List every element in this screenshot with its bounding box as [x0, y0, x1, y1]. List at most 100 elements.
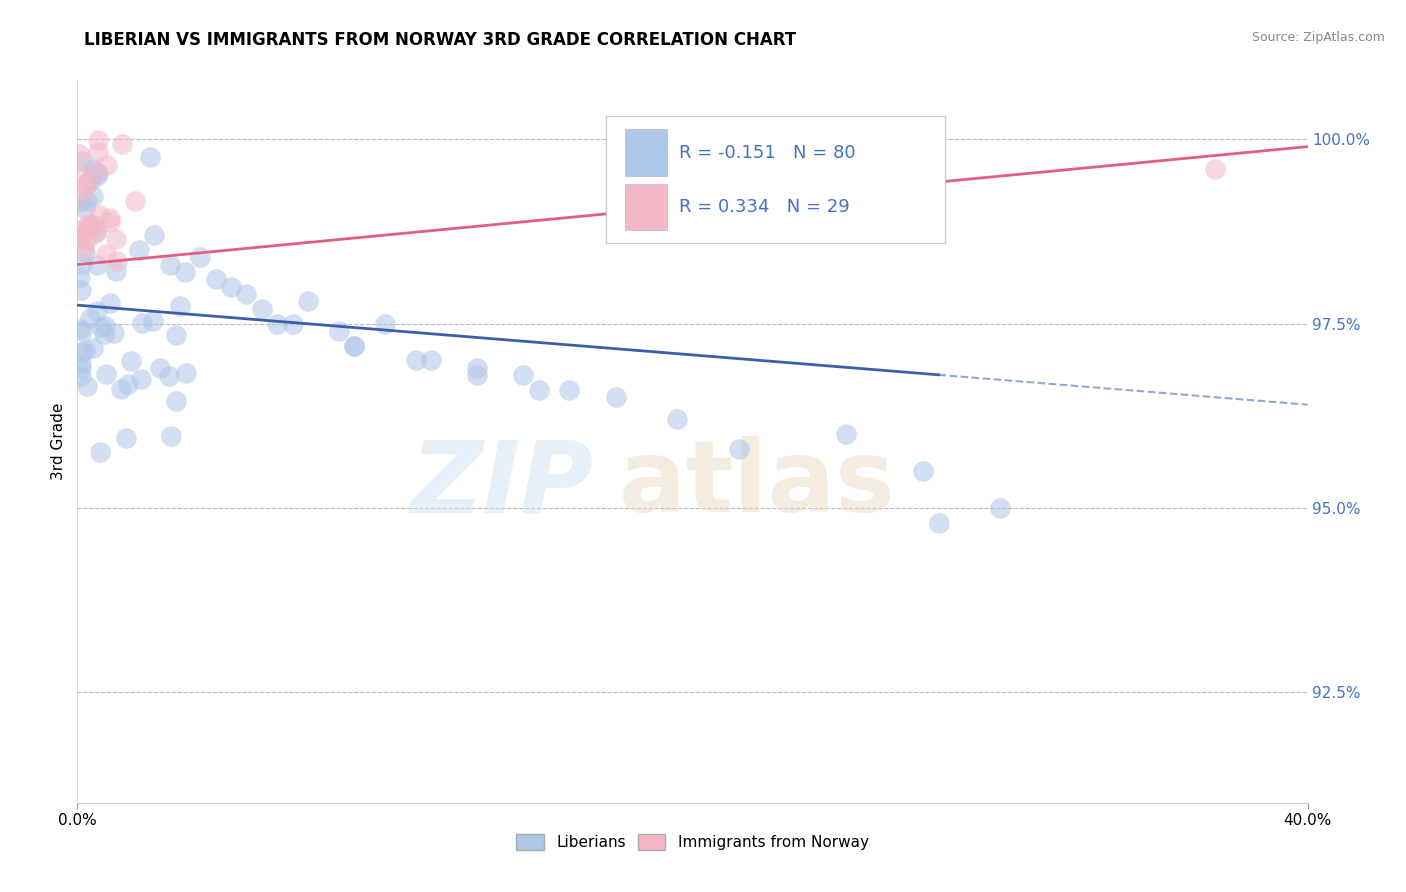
Text: atlas: atlas: [619, 436, 896, 533]
Point: [117, 376, 139, 391]
Point: [1204, 161, 1226, 176]
Point: [69, 269, 91, 284]
Point: [94, 318, 117, 333]
Point: [512, 368, 534, 383]
Point: [79, 172, 101, 186]
Point: [69, 368, 91, 383]
Point: [343, 339, 366, 353]
Point: [89, 445, 111, 459]
Text: LIBERIAN VS IMMIGRANTS FROM NORWAY 3RD GRADE CORRELATION CHART: LIBERIAN VS IMMIGRANTS FROM NORWAY 3RD G…: [84, 31, 796, 49]
Point: [131, 316, 153, 330]
Point: [70, 345, 93, 359]
Text: ZIP: ZIP: [411, 436, 595, 533]
Point: [73, 343, 96, 357]
Point: [70, 283, 93, 297]
Point: [76, 194, 98, 208]
Point: [169, 299, 191, 313]
Point: [235, 287, 257, 301]
Point: [86, 224, 108, 238]
Point: [131, 372, 153, 386]
Point: [90, 320, 112, 334]
Point: [159, 258, 181, 272]
Point: [80, 218, 103, 232]
Point: [100, 295, 122, 310]
Point: [835, 427, 858, 442]
Point: [103, 326, 125, 340]
Point: [82, 188, 104, 202]
Point: [465, 360, 488, 375]
Point: [835, 206, 858, 220]
Point: [165, 328, 187, 343]
Point: [558, 383, 581, 397]
Point: [69, 195, 91, 210]
Text: R = -0.151   N = 80: R = -0.151 N = 80: [679, 144, 855, 161]
Point: [67, 223, 90, 237]
Point: [86, 166, 108, 180]
Point: [70, 167, 93, 181]
Point: [72, 186, 94, 201]
Point: [405, 353, 427, 368]
Point: [79, 311, 101, 326]
Point: [204, 272, 226, 286]
Point: [67, 146, 90, 161]
Text: R = 0.334   N = 29: R = 0.334 N = 29: [679, 198, 849, 216]
Point: [157, 369, 180, 384]
Point: [605, 390, 627, 404]
Point: [94, 246, 117, 260]
Point: [70, 324, 93, 338]
Point: [98, 215, 121, 229]
Point: [727, 442, 749, 456]
Text: Source: ZipAtlas.com: Source: ZipAtlas.com: [1251, 31, 1385, 45]
Point: [104, 264, 127, 278]
Point: [67, 232, 90, 246]
Point: [73, 244, 96, 259]
Point: [70, 154, 93, 169]
Y-axis label: 3rd Grade: 3rd Grade: [51, 403, 66, 480]
Point: [465, 368, 488, 383]
Point: [75, 234, 97, 248]
Point: [94, 367, 117, 381]
Point: [77, 221, 100, 235]
Point: [86, 303, 108, 318]
Point: [72, 242, 94, 256]
Point: [86, 258, 108, 272]
Point: [67, 231, 90, 245]
Point: [160, 429, 183, 443]
Point: [420, 353, 443, 368]
Point: [105, 232, 128, 246]
Point: [69, 229, 91, 244]
Point: [86, 169, 108, 183]
Point: [87, 208, 110, 222]
Point: [75, 178, 97, 192]
Point: [110, 382, 132, 396]
Point: [124, 194, 146, 209]
Point: [165, 394, 187, 409]
FancyBboxPatch shape: [606, 117, 945, 243]
Point: [70, 356, 93, 370]
Point: [912, 464, 935, 478]
Point: [120, 354, 142, 368]
Point: [928, 516, 950, 530]
Point: [93, 327, 115, 342]
Point: [139, 150, 162, 164]
Point: [374, 317, 396, 331]
Point: [87, 133, 110, 147]
Point: [82, 341, 104, 355]
Point: [527, 383, 550, 397]
Point: [142, 314, 165, 328]
Point: [86, 145, 108, 160]
Point: [72, 257, 94, 271]
Point: [666, 412, 689, 426]
Point: [328, 324, 350, 338]
Legend: Liberians, Immigrants from Norway: Liberians, Immigrants from Norway: [510, 829, 875, 856]
Point: [297, 294, 319, 309]
Point: [988, 500, 1011, 515]
Point: [84, 226, 107, 240]
Point: [84, 165, 107, 179]
Point: [96, 158, 118, 172]
Point: [115, 431, 138, 445]
Point: [174, 366, 197, 380]
Point: [69, 322, 91, 336]
Point: [76, 379, 98, 393]
Point: [76, 217, 98, 231]
